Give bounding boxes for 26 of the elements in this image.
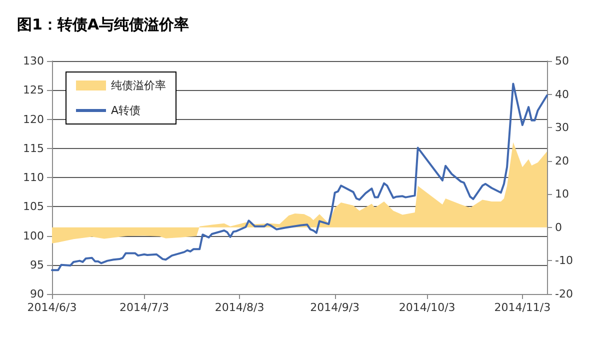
x-tick-label: 2014/11/3 [494,301,551,314]
y2-tick-label: 20 [555,154,569,168]
y2-tick-label: -20 [555,288,573,300]
y2-tick-label: 10 [555,188,569,201]
y-tick-label: 120 [23,112,44,126]
y-tick-label: 100 [23,229,44,242]
x-tick-label: 2014/7/3 [120,301,169,314]
y2-tick-label: 0 [555,220,562,234]
legend-label: A转债 [111,104,141,117]
y-tick-label: 90 [30,288,44,300]
y2-tick-label: 30 [555,121,569,134]
legend-label: 纯债溢价率 [111,79,166,92]
y-tick-label: 110 [23,171,44,184]
y-tick-label: 105 [23,200,44,214]
y-tick-label: 125 [23,84,44,97]
y2-tick-label: -10 [555,254,573,268]
chart-title: 图1：转债A与纯债溢价率 [17,16,190,34]
y-tick-label: 130 [23,54,44,68]
x-tick-label: 2014/9/3 [310,301,360,314]
y-tick-label: 95 [30,258,44,272]
x-tick-label: 2014/10/3 [398,301,456,314]
y2-tick-label: 40 [555,88,569,101]
y-tick-label: 115 [23,142,44,155]
y2-tick-label: 50 [555,54,569,68]
x-tick-label: 2014/8/3 [214,301,264,314]
x-tick-label: 2014/6/3 [27,301,77,314]
